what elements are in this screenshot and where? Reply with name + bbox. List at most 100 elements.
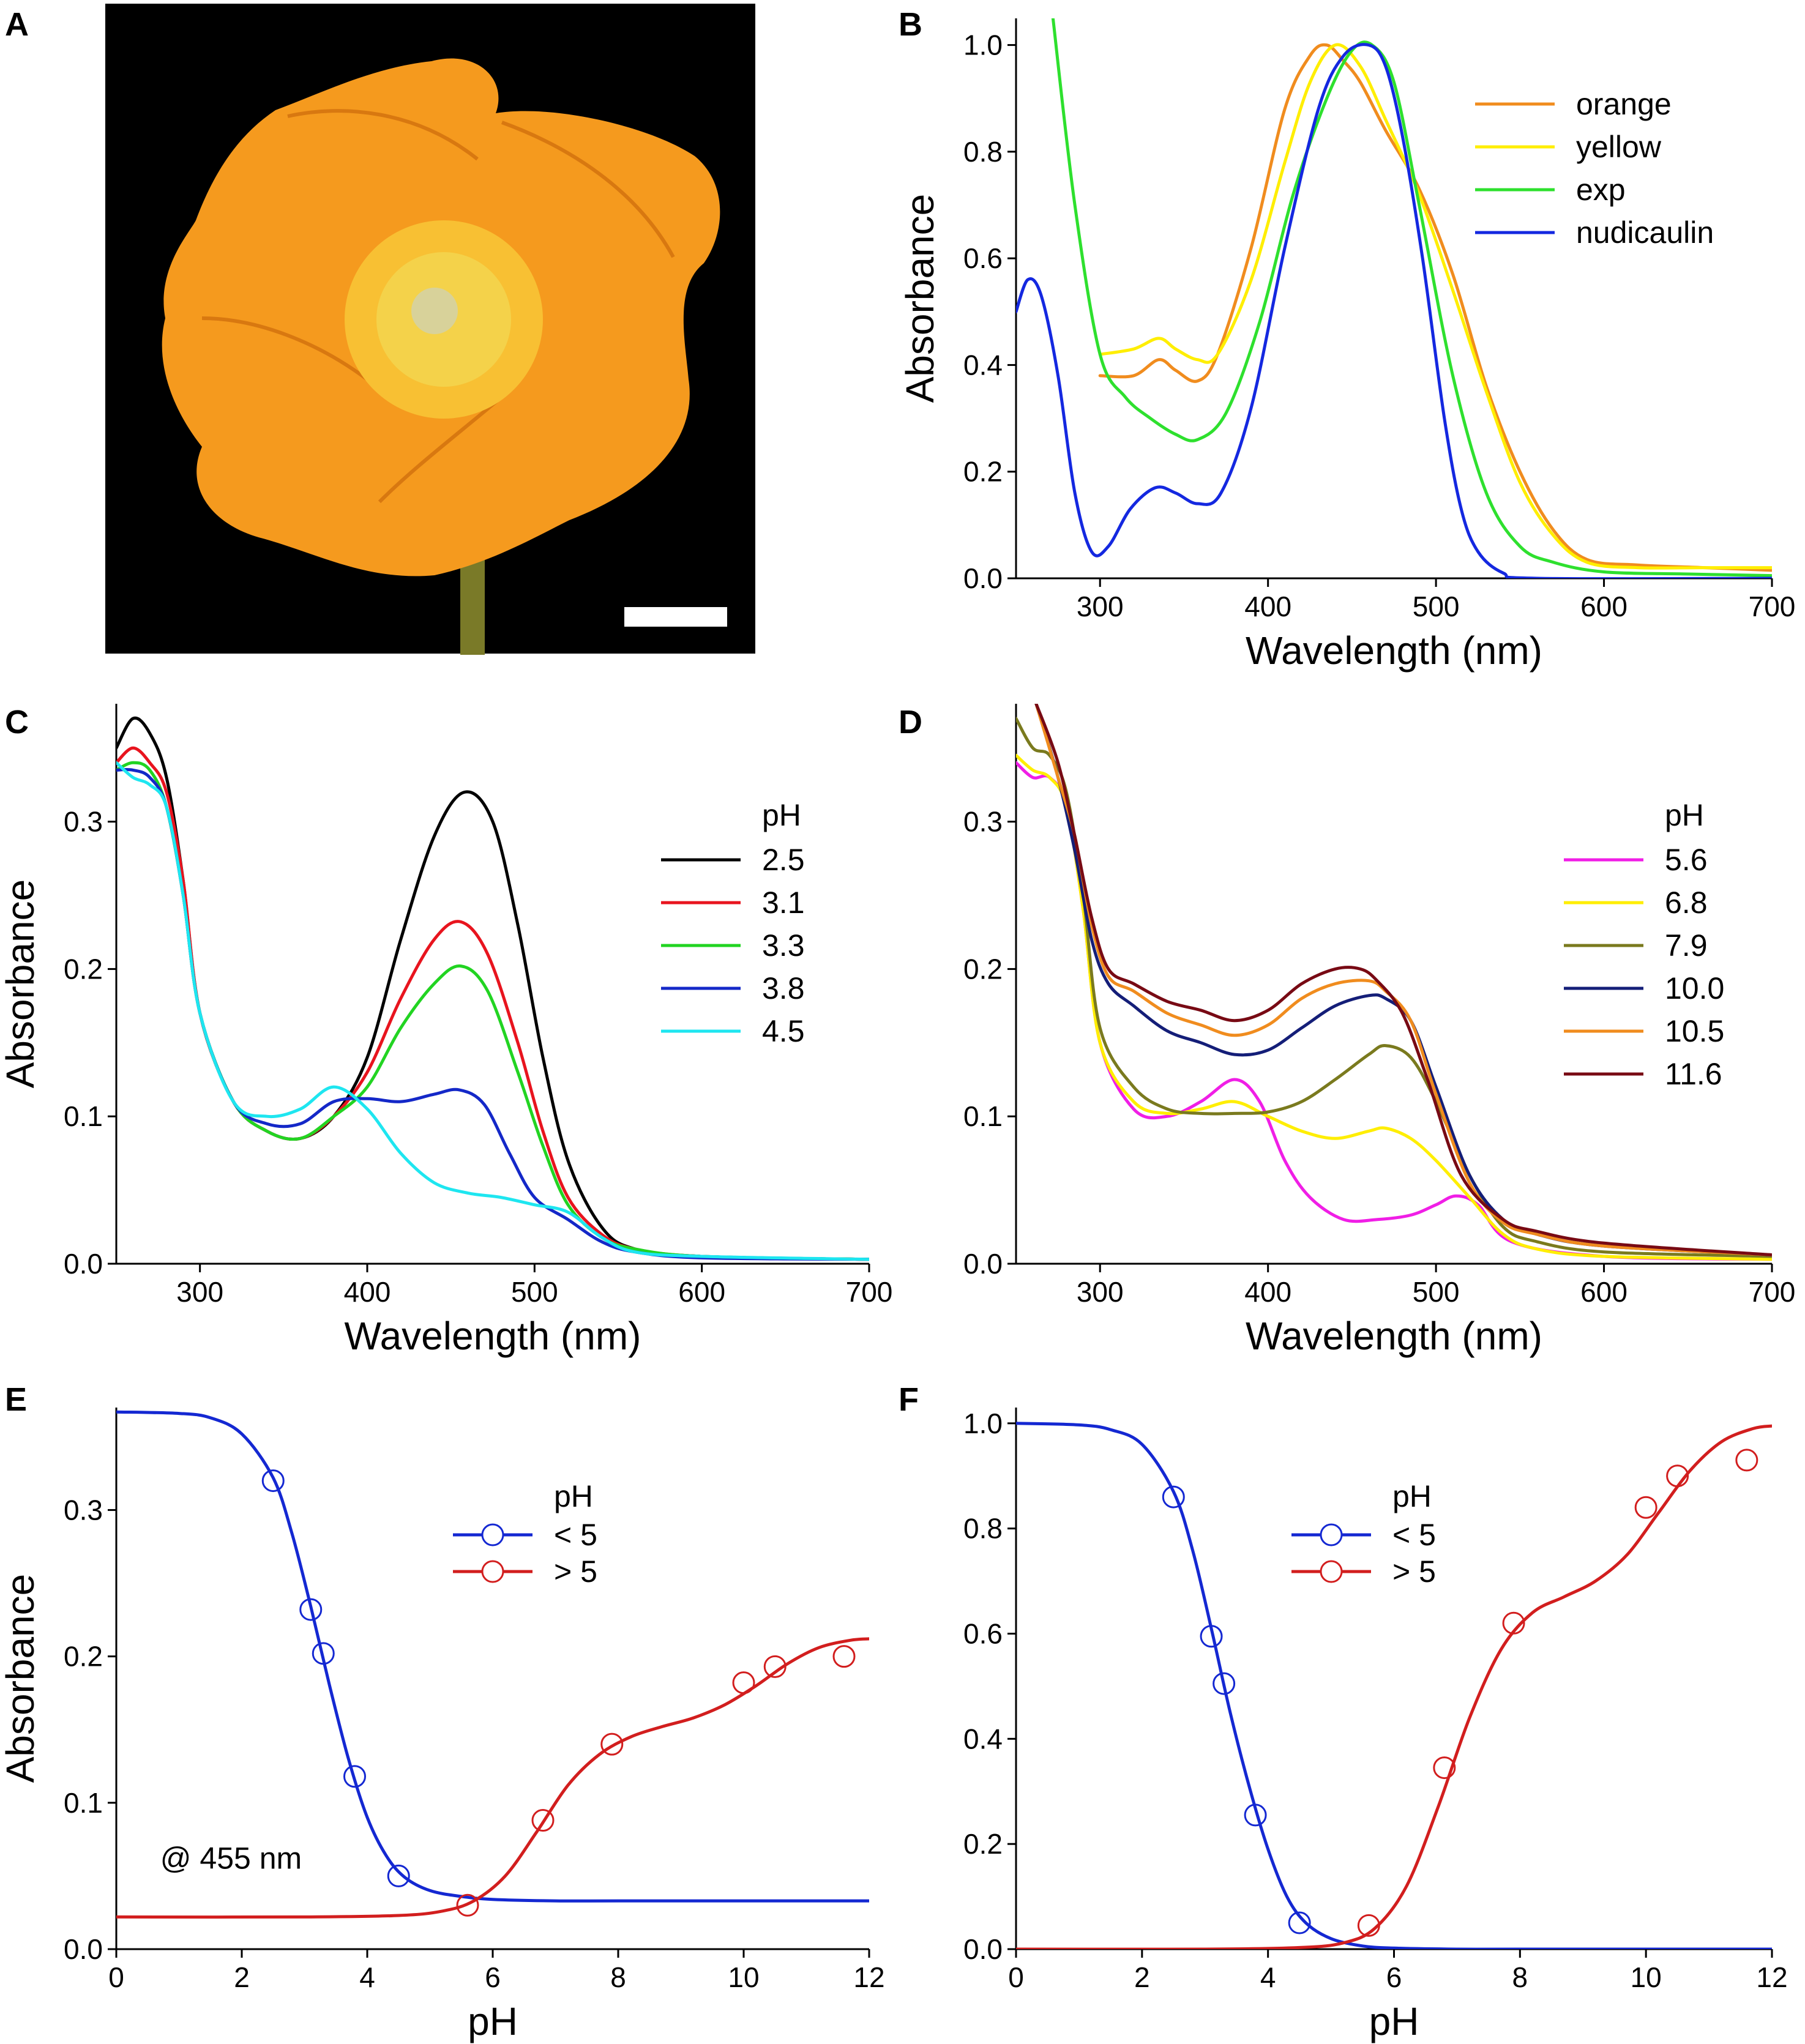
x-tick-label: 300: [1077, 1276, 1124, 1308]
panel-label-c: C: [5, 704, 29, 740]
x-tick-label: 500: [511, 1276, 558, 1308]
series-line-5: [116, 1410, 869, 1903]
x-tick-label: 0: [108, 1961, 124, 1993]
panel-label-b: B: [899, 6, 922, 43]
data-point: [1735, 1449, 1758, 1472]
x-tick-label: 4: [359, 1961, 375, 1993]
y-tick-label: 0.3: [64, 806, 103, 838]
y-tick-label: 0.8: [963, 136, 1003, 168]
petal-veins: [201, 109, 675, 504]
data-point: [456, 1893, 479, 1917]
panel-a: A: [5, 4, 755, 655]
y-tick-label: 0.2: [963, 1828, 1003, 1860]
data-point: [1200, 1625, 1223, 1648]
flower-photo-icon: [162, 58, 720, 655]
panel-b: B 300 400 500 600 700 0.0 0.2 0.4 0.6 0.8 1.0 Wavel…: [898, 6, 1795, 673]
legend-marker: [481, 1523, 504, 1546]
y-tick-label: 0.0: [963, 1933, 1003, 1965]
data-point: [1634, 1496, 1657, 1519]
x-tick-label: 400: [344, 1276, 391, 1308]
data-point: [732, 1671, 755, 1695]
data-point: [312, 1642, 335, 1665]
y-tick-label: 0.1: [64, 1787, 103, 1819]
data-point: [832, 1645, 856, 1668]
series-line-3.8: [116, 767, 869, 1261]
data-point: [1666, 1464, 1689, 1488]
legend-title: pH: [554, 1479, 593, 1513]
panel-c: C 300 400 500 600 700 0.0 0.1 0.2 0.3 Wavelength …: [0, 704, 892, 1358]
x-tick-label: 600: [678, 1276, 725, 1308]
panel-e: E 0 2 4 6 8 10 12 0.0 0.1 0.2 0.3 pH Absorbance @ 455…: [0, 1381, 885, 2043]
data-point: [1502, 1611, 1525, 1635]
legend-label: nudicaulin: [1576, 215, 1714, 250]
y-axis-label: Absorbance: [898, 194, 942, 403]
legend-label: 3.3: [762, 928, 805, 963]
x-tick-label: 700: [846, 1276, 893, 1308]
x-axis-label: pH: [468, 1999, 518, 2043]
y-tick-label: 0.6: [963, 242, 1003, 274]
chart-d: 300 400 500 600 700 0.0 0.1 0.2 0.3 Wavelength (n…: [963, 704, 1795, 1358]
series-line-2.5: [116, 716, 869, 1261]
series-line-5: [1016, 1424, 1772, 1949]
legend-label: 11.6: [1665, 1057, 1722, 1091]
data-point: [261, 1469, 285, 1493]
series-line-4.5: [116, 761, 869, 1261]
panel-label-f: F: [899, 1381, 919, 1418]
data-point: [1162, 1485, 1185, 1509]
y-tick-label: 0.0: [64, 1933, 103, 1965]
legend-label: 10.0: [1665, 971, 1724, 1005]
y-tick-label: 0.3: [64, 1494, 103, 1526]
data-point: [1244, 1803, 1267, 1827]
flower-pistil: [411, 288, 458, 334]
legend-label: orange: [1576, 87, 1672, 121]
y-tick-label: 0.2: [963, 953, 1003, 985]
data-point: [1213, 1672, 1236, 1695]
plot-area: [1016, 1422, 1772, 1949]
chart-e: 0 2 4 6 8 10 12 0.0 0.1 0.2 0.3 pH Absorbance @ 455 n…: [0, 1408, 885, 2043]
legend-label: 3.1: [762, 886, 805, 920]
legend-title: pH: [762, 798, 801, 832]
legend-label: exp: [1576, 173, 1626, 207]
legend-label: 5.6: [1665, 843, 1708, 877]
y-tick-label: 0.0: [963, 1248, 1003, 1280]
series-line-3.1: [116, 746, 869, 1261]
legend-label: 6.8: [1665, 886, 1708, 920]
y-axis-label: Absorbance: [0, 879, 42, 1089]
x-tick-label: 2: [234, 1961, 250, 1993]
series-line-10.5: [1034, 704, 1772, 1257]
legend-label: < 5: [554, 1518, 597, 1552]
legend-label: 10.5: [1665, 1014, 1724, 1048]
x-axis-label: Wavelength (nm): [345, 1314, 641, 1358]
panel-label-d: D: [899, 704, 922, 740]
data-point: [299, 1598, 323, 1621]
x-tick-label: 12: [853, 1961, 884, 1993]
plot-area: [1016, 18, 1772, 578]
x-tick-label: 600: [1580, 1276, 1627, 1308]
legend: pH < 5> 5: [453, 1479, 597, 1589]
y-tick-label: 0.0: [64, 1248, 103, 1280]
data-point: [763, 1655, 787, 1678]
series-line-6.8: [1016, 753, 1772, 1261]
chart-b: 300 400 500 600 700 0.0 0.2 0.4 0.6 0.8 1.0 Wavelen…: [898, 18, 1795, 673]
legend-label: > 5: [1392, 1554, 1436, 1589]
panel-d: D 300 400 500 600 700 0.0 0.1 0.2 0.3 Wavelength …: [899, 704, 1795, 1358]
legend-label: < 5: [1392, 1518, 1436, 1552]
y-axis-label: Absorbance: [0, 1574, 42, 1783]
legend-marker: [1320, 1560, 1343, 1583]
x-axis-label: pH: [1369, 1999, 1419, 2043]
x-tick-label: 10: [728, 1961, 759, 1993]
x-tick-label: 6: [1386, 1961, 1402, 1993]
legend-marker: [1320, 1523, 1343, 1546]
legend-label: > 5: [554, 1554, 597, 1589]
series-line-orange: [1098, 43, 1772, 572]
x-tick-label: 500: [1413, 1276, 1460, 1308]
x-tick-label: 400: [1244, 1276, 1291, 1308]
series-line-exp: [1051, 18, 1772, 578]
y-tick-label: 0.0: [963, 562, 1003, 594]
x-tick-label: 500: [1413, 591, 1460, 622]
x-tick-label: 12: [1756, 1961, 1787, 1993]
legend-label: 4.5: [762, 1014, 805, 1048]
y-tick-label: 0.3: [963, 806, 1003, 838]
series-line-11.6: [1034, 704, 1772, 1257]
y-tick-label: 0.8: [963, 1513, 1003, 1545]
